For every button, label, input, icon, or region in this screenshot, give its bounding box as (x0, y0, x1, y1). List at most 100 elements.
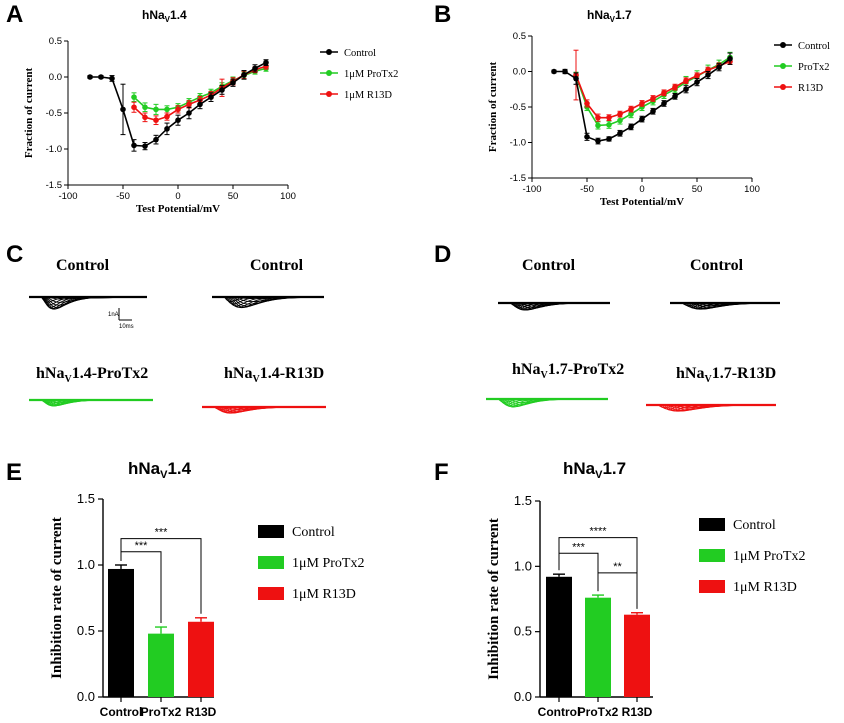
bar (148, 633, 174, 697)
legend-label: 1μM R13D (344, 90, 392, 101)
current-trace (210, 406, 327, 409)
significance-label: *** (572, 541, 586, 553)
x-tick-label: -50 (116, 191, 130, 202)
x-tick-label: 100 (744, 184, 760, 195)
data-point (694, 79, 700, 85)
x-tick-label: -100 (522, 184, 541, 195)
legend-label: 1μM ProTx2 (733, 549, 805, 564)
current-trace (220, 296, 325, 300)
legend-label: 1μM R13D (733, 580, 797, 595)
data-point (639, 116, 645, 122)
y-tick-label: -0.5 (46, 108, 62, 119)
x-tick-label: 0 (639, 184, 644, 195)
legend-swatch (699, 580, 725, 593)
data-point (164, 113, 170, 120)
data-point (219, 87, 225, 93)
y-tick-label: 0.5 (514, 624, 532, 639)
data-point (142, 114, 148, 121)
data-point (672, 93, 678, 100)
panel-c-traces: Control Control hNaV1.4-ProTx2 hNaV1.4-R… (29, 257, 327, 414)
scale-time-label: 10ms (119, 324, 134, 330)
y-tick-label: 1.5 (514, 493, 532, 508)
trace-label-control: Control (56, 257, 110, 274)
x-axis-label: Test Potential/mV (600, 196, 684, 208)
legend-label: 1μM ProTx2 (292, 556, 364, 571)
legend-swatch (699, 549, 725, 562)
data-point (175, 106, 181, 113)
data-point (727, 55, 733, 62)
legend-label: 1μM R13D (292, 587, 356, 602)
data-point (606, 114, 612, 121)
data-point (584, 100, 590, 107)
data-point (263, 59, 269, 66)
chart-e-bar: 0.0 0.5 1.0 1.5 Inhibition rate of current Co… (49, 491, 364, 719)
category-label: Control (538, 705, 581, 719)
x-tick-label: 0 (175, 191, 180, 202)
data-point (551, 68, 557, 75)
x-tick-label: -100 (58, 191, 77, 202)
panel-e-title: hNaV1.4 (128, 459, 192, 481)
y-tick-label: -1.0 (510, 138, 526, 149)
data-point (595, 114, 601, 121)
legend-label: 1μM ProTx2 (344, 69, 398, 80)
legend-label: Control (292, 525, 335, 540)
trace-label-control: Control (250, 257, 304, 274)
legend-label: Control (344, 48, 376, 59)
data-point (186, 101, 192, 108)
trace-family-control (29, 295, 148, 310)
legend-label: Control (798, 41, 830, 52)
legend-label: R13D (798, 83, 824, 94)
y-tick-label: 1.5 (77, 491, 95, 506)
legend-marker (326, 91, 332, 97)
significance-label: *** (155, 527, 169, 539)
legend-swatch (258, 525, 284, 538)
data-point (617, 117, 623, 124)
x-axis-label: Test Potential/mV (136, 203, 220, 215)
panel-letter-c: C (6, 241, 23, 268)
bar (585, 597, 611, 697)
data-point (683, 86, 689, 93)
data-point (241, 72, 247, 78)
category-label: ProTx2 (578, 705, 619, 719)
data-point (164, 106, 170, 113)
current-trace (678, 302, 781, 305)
scale-bar: 1nA 10ms (108, 308, 134, 330)
y-axis-label: Inhibition rate of current (486, 518, 502, 680)
data-point (153, 106, 159, 113)
legend-marker (780, 63, 786, 69)
category-label: R13D (622, 705, 653, 719)
bar (188, 621, 214, 697)
data-point (109, 75, 115, 82)
chart-a-iv-curve: 0.5 0.0 -0.5 -1.0 -1.5-100 -50 0 50 100 Test Pote… (23, 36, 398, 215)
x-tick-label: 50 (692, 184, 703, 195)
significance-bracket (120, 538, 202, 614)
data-point (142, 143, 148, 149)
trace-family-control (670, 301, 781, 310)
bar (624, 614, 650, 697)
data-point (153, 117, 159, 123)
data-point (131, 94, 137, 100)
trace-family-r13d (646, 403, 777, 412)
x-tick-label: 50 (228, 191, 239, 202)
legend-marker (780, 84, 786, 90)
data-point (197, 101, 203, 108)
data-point (562, 68, 568, 75)
legend-swatch (699, 518, 725, 531)
current-trace (37, 399, 154, 402)
data-point (87, 74, 93, 80)
data-point (98, 74, 104, 80)
data-point (164, 126, 170, 132)
trace-family-control (498, 301, 611, 311)
current-trace (506, 302, 611, 305)
current-trace (654, 404, 777, 407)
data-point (584, 134, 590, 140)
bar (108, 568, 134, 697)
trace-label-protx2: hNaV1.7-ProTx2 (512, 361, 624, 381)
trace-family-protx2 (29, 398, 154, 407)
y-tick-label: 0.0 (77, 689, 95, 704)
legend-swatch (258, 556, 284, 569)
data-point (617, 130, 623, 137)
y-tick-label: 1.0 (77, 557, 95, 572)
y-tick-label: -1.0 (46, 144, 62, 155)
data-point (716, 64, 722, 71)
